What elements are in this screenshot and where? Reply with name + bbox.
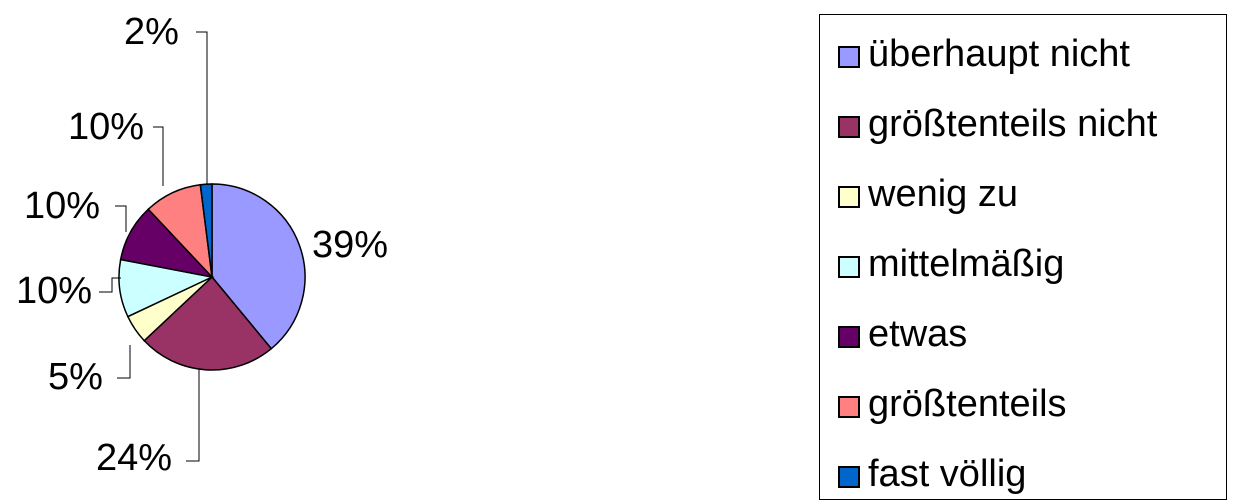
slice-percentage-label: 10% (16, 270, 92, 312)
slice-percentage-label: 2% (124, 11, 179, 53)
legend-swatch (838, 466, 860, 488)
leader-lines (99, 31, 208, 462)
legend-swatch (838, 46, 860, 68)
leader-line (153, 126, 164, 186)
percentage-labels: 39% 24% 5% 10% 10% 10% 2% (16, 11, 388, 479)
legend-swatch (838, 186, 860, 208)
chart-legend: überhaupt nicht größtenteils nicht wenig z… (819, 14, 1227, 500)
leader-line (115, 205, 127, 232)
legend-label: wenig zu (868, 173, 1018, 215)
legend-swatch (838, 396, 860, 418)
leader-line (99, 277, 121, 293)
slice-percentage-label: 5% (48, 356, 103, 398)
legend-label: fast völlig (868, 453, 1027, 495)
legend-item: wenig zu (838, 169, 1018, 219)
slice-percentage-label: 24% (96, 437, 172, 479)
legend-item: fast völlig (838, 449, 1026, 499)
slice-percentage-label: 10% (24, 185, 100, 227)
leader-line (117, 345, 131, 379)
legend-swatch (838, 256, 860, 278)
slice-percentage-label: 10% (68, 106, 144, 148)
legend-item: überhaupt nicht (838, 29, 1130, 79)
pie-slices (118, 183, 306, 371)
pie-slice (143, 275, 273, 371)
pie-slice (199, 183, 213, 278)
legend-swatch (838, 326, 860, 348)
legend-label: mittelmäßig (868, 243, 1065, 285)
legend-item: größtenteils nicht (838, 99, 1157, 149)
slice-percentage-label: 39% (312, 224, 388, 266)
pie-slice (211, 183, 306, 350)
legend-item: mittelmäßig (838, 239, 1064, 289)
legend-label: etwas (868, 313, 968, 355)
legend-swatch (838, 116, 860, 138)
legend-item: etwas (838, 309, 967, 359)
leader-line (186, 369, 200, 462)
legend-label: überhaupt nicht (868, 33, 1130, 75)
legend-item: größtenteils (838, 379, 1067, 429)
legend-label: größtenteils nicht (868, 103, 1158, 145)
legend-label: größtenteils (868, 383, 1067, 425)
leader-line (196, 31, 208, 185)
